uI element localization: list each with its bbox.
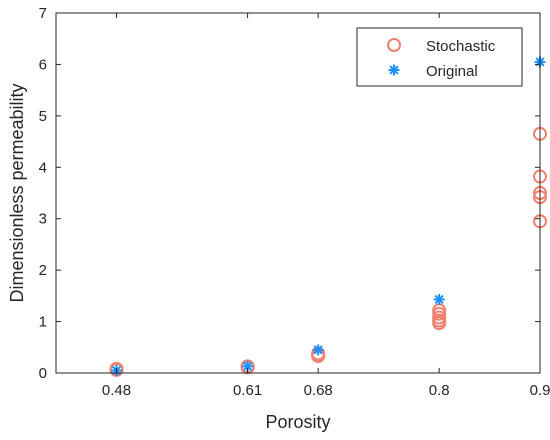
legend: Stochastic Original (356, 27, 523, 87)
y-tick-label: 3 (39, 211, 47, 228)
axes: 0.48 0.61 0.68 0.8 0.9 0 1 2 3 4 5 6 7 (39, 5, 550, 399)
x-tick-label: 0.8 (429, 382, 450, 399)
legend-label-stochastic: Stochastic (426, 38, 496, 55)
legend-label-original: Original (426, 63, 478, 80)
data-point-original (433, 293, 445, 305)
y-tick-label: 0 (39, 365, 47, 382)
y-axis-label: Dimensionless permeability (7, 83, 27, 302)
data-point-original (242, 360, 254, 372)
legend-marker-original (388, 64, 400, 76)
data-point-original (312, 344, 324, 356)
x-tick-label: 0.68 (304, 382, 333, 399)
y-tick-label: 2 (39, 262, 47, 279)
legend-circle-marker (387, 38, 401, 52)
axes-box (55, 12, 541, 374)
y-tick-label: 1 (39, 314, 47, 331)
x-tick-label: 0.48 (102, 382, 131, 399)
legend-marker-stochastic (387, 38, 401, 52)
y-tick-label: 6 (39, 56, 47, 73)
x-tick-label: 0.61 (233, 382, 262, 399)
y-tick-label: 5 (39, 108, 47, 125)
y-tick-label: 4 (39, 159, 47, 176)
y-tick-label: 7 (39, 5, 47, 22)
x-axis-label: Porosity (265, 412, 330, 432)
x-tick-label: 0.9 (530, 382, 550, 399)
legend-asterisk-marker (388, 64, 400, 76)
legend-box (356, 27, 523, 87)
